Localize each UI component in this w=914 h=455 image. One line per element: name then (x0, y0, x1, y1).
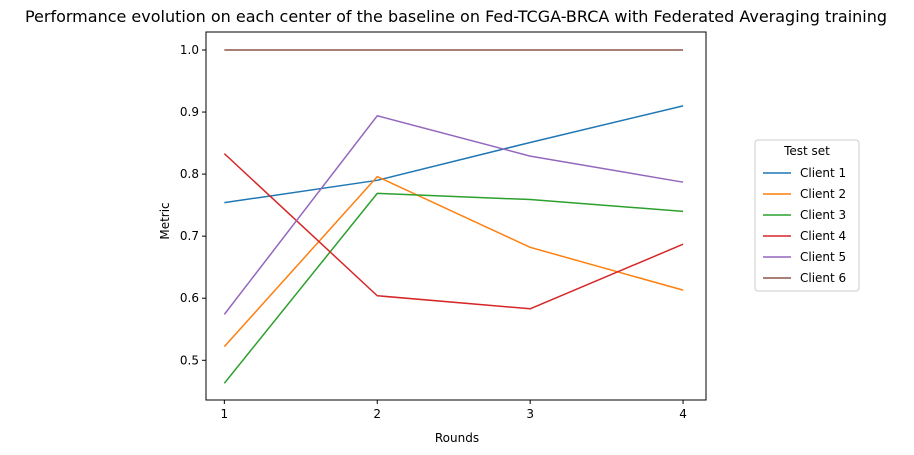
x-tick-label: 3 (526, 407, 534, 421)
series-line-client-5 (223, 115, 684, 315)
x-axis: 1 2 3 4 (221, 400, 687, 421)
x-tick-label: 2 (373, 407, 381, 421)
series-lines (223, 49, 684, 384)
plot-frame (205, 31, 707, 401)
legend-label: Client 5 (800, 250, 846, 264)
series-line-client-1 (224, 105, 684, 204)
x-tick-label: 1 (221, 407, 229, 421)
y-axis-label: Metric (158, 202, 172, 239)
legend-title: Test set (783, 144, 830, 158)
chart-title: Performance evolution on each center of … (25, 7, 887, 26)
y-tick-label: 1.0 (180, 43, 199, 57)
series-line-client-4 (223, 153, 684, 310)
y-tick-label: 0.7 (180, 229, 199, 243)
legend-items: Client 1 Client 2 Client 3 Client 4 Client 5… (763, 166, 846, 285)
x-axis-label: Rounds (435, 431, 479, 445)
series-line-client-2 (223, 175, 684, 348)
y-tick-label: 0.8 (180, 167, 199, 181)
legend-frame (754, 139, 860, 292)
y-tick-label: 0.5 (180, 353, 199, 367)
legend-label: Client 4 (800, 229, 846, 243)
y-axis: 0.5 0.6 0.7 0.8 0.9 1.0 (180, 43, 206, 367)
legend-label: Client 1 (800, 166, 846, 180)
legend-label: Client 2 (800, 187, 846, 201)
x-tick-label: 4 (679, 407, 687, 421)
legend-label: Client 6 (800, 271, 846, 285)
legend-label: Client 3 (800, 208, 846, 222)
y-tick-label: 0.6 (180, 291, 199, 305)
y-tick-label: 0.9 (180, 105, 199, 119)
series-line-client-3 (223, 192, 684, 384)
